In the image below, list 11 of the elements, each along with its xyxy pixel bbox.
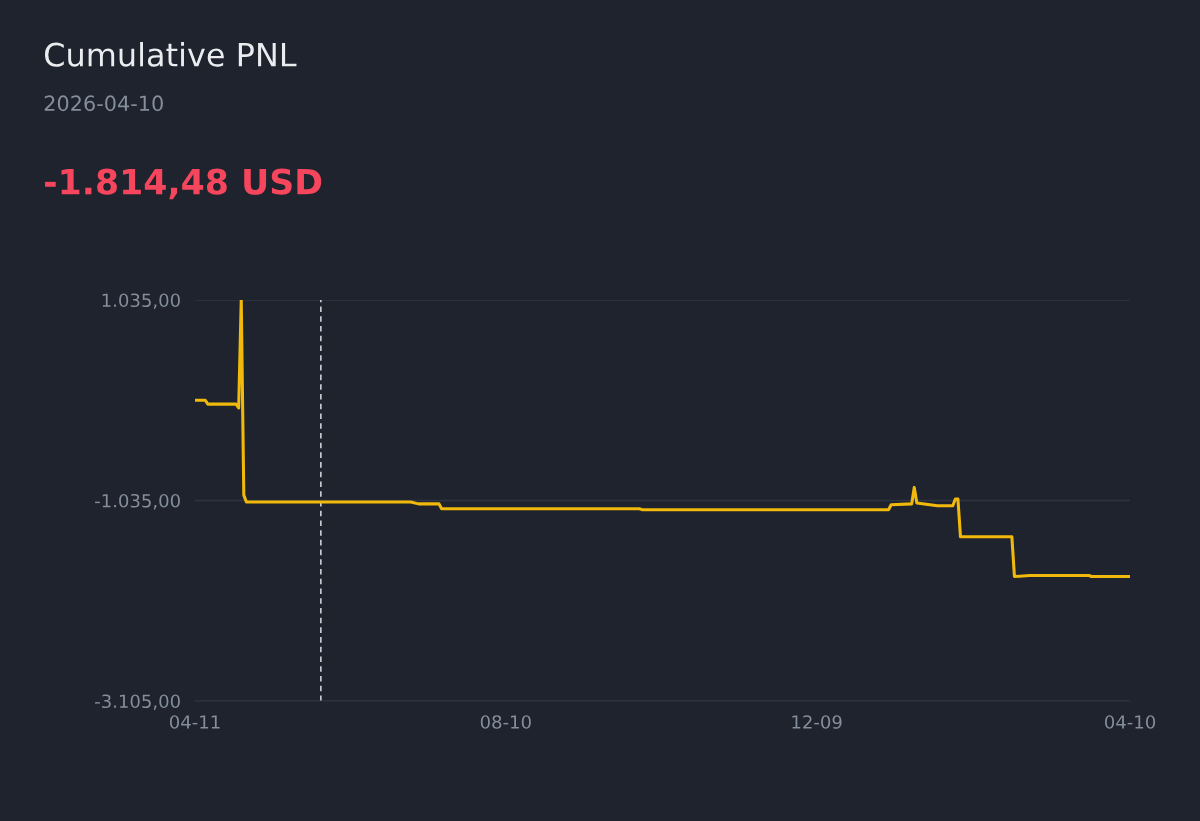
x-tick-label: 08-10: [480, 715, 531, 729]
chart-title: Cumulative PNL: [44, 42, 297, 67]
y-tick-label: -1.035,00: [95, 493, 180, 510]
y-tick-label: 1.035,00: [102, 293, 180, 309]
x-tick-label: 12-09: [792, 715, 842, 729]
y-tick-label: -3.105,00: [95, 694, 180, 710]
text: -1.814,48 USD: [45, 168, 322, 200]
chart-subtitle: 2026-04-10: [44, 95, 163, 112]
line-series: [195, 299, 1131, 579]
x-tick-label: 04-10: [1105, 715, 1156, 729]
x-tick-label: 04-11: [169, 715, 220, 729]
